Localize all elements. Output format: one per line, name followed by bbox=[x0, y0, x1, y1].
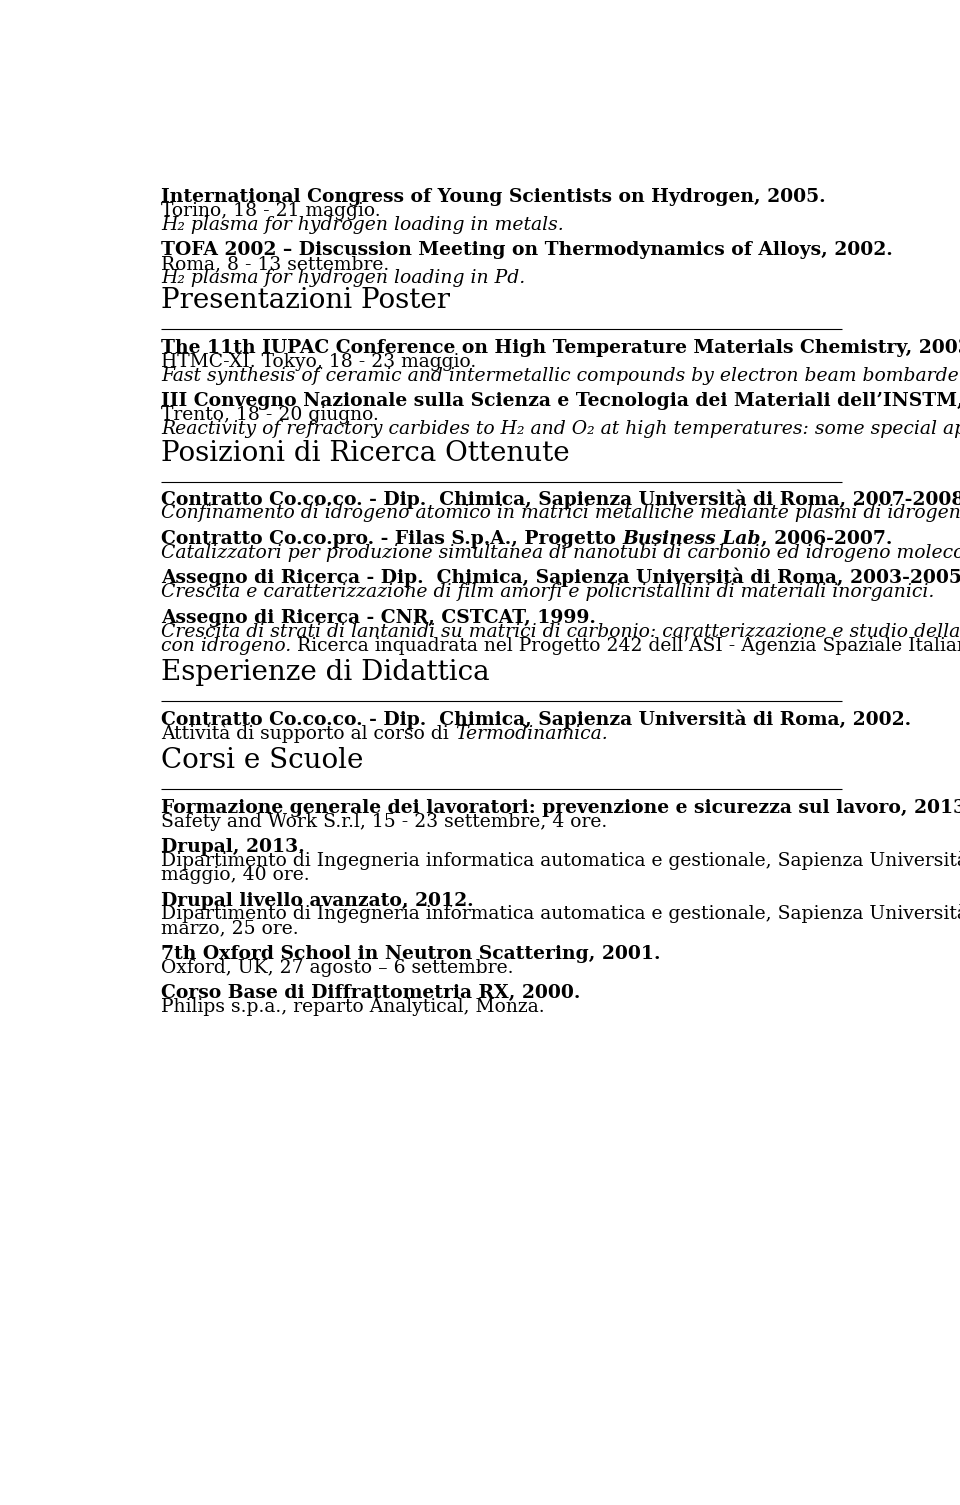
Text: , 2006-2007.: , 2006-2007. bbox=[760, 530, 892, 548]
Text: Corso Base di Diffrattometria RX, 2000.: Corso Base di Diffrattometria RX, 2000. bbox=[161, 984, 580, 1002]
Text: Attività di supporto al corso di: Attività di supporto al corso di bbox=[161, 724, 455, 742]
Text: Contratto Co.co.co. - Dip.  Chimica, Sapienza Università di Roma, 2002.: Contratto Co.co.co. - Dip. Chimica, Sapi… bbox=[161, 709, 911, 728]
Text: Roma, 8 - 13 settembre.: Roma, 8 - 13 settembre. bbox=[161, 256, 389, 274]
Text: Assegno di Ricerca - CNR, CSTCAT, 1999.: Assegno di Ricerca - CNR, CSTCAT, 1999. bbox=[161, 608, 596, 626]
Text: con idrogeno.: con idrogeno. bbox=[161, 637, 291, 655]
Text: marzo, 25 ore.: marzo, 25 ore. bbox=[161, 920, 299, 938]
Text: Ricerca inquadrata nel Progetto 242 dell’ASI - Agenzia Spaziale Italiana.: Ricerca inquadrata nel Progetto 242 dell… bbox=[291, 637, 960, 655]
Text: Corsi e Scuole: Corsi e Scuole bbox=[161, 746, 363, 774]
Text: The 11th IUPAC Conference on High Temperature Materials Chemistry, 2003.: The 11th IUPAC Conference on High Temper… bbox=[161, 339, 960, 357]
Text: Esperienze di Didattica: Esperienze di Didattica bbox=[161, 659, 490, 686]
Text: Contratto Co.co.pro. - Filas S.p.A., Progetto: Contratto Co.co.pro. - Filas S.p.A., Pro… bbox=[161, 530, 622, 548]
Text: Safety and Work S.r.l, 15 - 23 settembre, 4 ore.: Safety and Work S.r.l, 15 - 23 settembre… bbox=[161, 813, 607, 831]
Text: Termodinamica.: Termodinamica. bbox=[455, 724, 608, 742]
Text: Crescita e caratterizzazione di film amorfi e policristallini di materiali inorg: Crescita e caratterizzazione di film amo… bbox=[161, 584, 934, 602]
Text: Business Lab: Business Lab bbox=[622, 530, 760, 548]
Text: Dipartimento di Ingegneria informatica automatica e gestionale, Sapienza Univers: Dipartimento di Ingegneria informatica a… bbox=[161, 852, 960, 870]
Text: Contratto Co.co.co. - Dip.  Chimica, Sapienza Università di Roma, 2007-2008.: Contratto Co.co.co. - Dip. Chimica, Sapi… bbox=[161, 489, 960, 509]
Text: Trento, 18 - 20 giugno.: Trento, 18 - 20 giugno. bbox=[161, 406, 379, 424]
Text: H₂ plasma for hydrogen loading in Pd.: H₂ plasma for hydrogen loading in Pd. bbox=[161, 269, 525, 287]
Text: maggio, 40 ore.: maggio, 40 ore. bbox=[161, 865, 309, 883]
Text: Oxford, UK, 27 agosto – 6 settembre.: Oxford, UK, 27 agosto – 6 settembre. bbox=[161, 959, 514, 977]
Text: Reactivity of refractory carbides to H₂ and O₂ at high temperatures: some specia: Reactivity of refractory carbides to H₂ … bbox=[161, 420, 960, 438]
Text: Fast synthesis of ceramic and intermetallic compounds by electron beam bombardem: Fast synthesis of ceramic and intermetal… bbox=[161, 367, 960, 385]
Text: Crescita di strati di lantanidi su matrici di carbonio: caratterizzazione e stud: Crescita di strati di lantanidi su matri… bbox=[161, 623, 960, 641]
Text: International Congress of Young Scientists on Hydrogen, 2005.: International Congress of Young Scientis… bbox=[161, 188, 826, 206]
Text: H₂ plasma for hydrogen loading in metals.: H₂ plasma for hydrogen loading in metals… bbox=[161, 215, 564, 233]
Text: Formazione generale dei lavoratori: prevenzione e sicurezza sul lavoro, 2013.: Formazione generale dei lavoratori: prev… bbox=[161, 799, 960, 817]
Text: Posizioni di Ricerca Ottenute: Posizioni di Ricerca Ottenute bbox=[161, 439, 569, 467]
Text: Drupal, 2013.: Drupal, 2013. bbox=[161, 838, 304, 856]
Text: HTMC-XI. Tokyo, 18 - 23 maggio.: HTMC-XI. Tokyo, 18 - 23 maggio. bbox=[161, 352, 476, 370]
Text: Confinamento di idrogeno atomico in matrici metalliche mediante plasmi di idroge: Confinamento di idrogeno atomico in matr… bbox=[161, 504, 960, 522]
Text: Torino, 18 - 21 maggio.: Torino, 18 - 21 maggio. bbox=[161, 202, 380, 220]
Text: Assegno di Ricerca - Dip.  Chimica, Sapienza Università di Roma, 2003-2005.: Assegno di Ricerca - Dip. Chimica, Sapie… bbox=[161, 567, 960, 587]
Text: TOFA 2002 – Discussion Meeting on Thermodynamics of Alloys, 2002.: TOFA 2002 – Discussion Meeting on Thermo… bbox=[161, 241, 893, 259]
Text: Catalizzatori per produzione simultanea di nanotubi di carbonio ed idrogeno mole: Catalizzatori per produzione simultanea … bbox=[161, 543, 960, 561]
Text: Dipartimento di Ingegneria informatica automatica e gestionale, Sapienza Univers: Dipartimento di Ingegneria informatica a… bbox=[161, 905, 960, 924]
Text: III Convegno Nazionale sulla Scienza e Tecnologia dei Materiali dell’INSTM, 2001: III Convegno Nazionale sulla Scienza e T… bbox=[161, 391, 960, 409]
Text: Philips s.p.a., reparto Analytical, Monza.: Philips s.p.a., reparto Analytical, Monz… bbox=[161, 998, 544, 1016]
Text: Presentazioni Poster: Presentazioni Poster bbox=[161, 287, 450, 315]
Text: Drupal livello avanzato, 2012.: Drupal livello avanzato, 2012. bbox=[161, 891, 473, 909]
Text: 7th Oxford School in Neutron Scattering, 2001.: 7th Oxford School in Neutron Scattering,… bbox=[161, 945, 660, 963]
